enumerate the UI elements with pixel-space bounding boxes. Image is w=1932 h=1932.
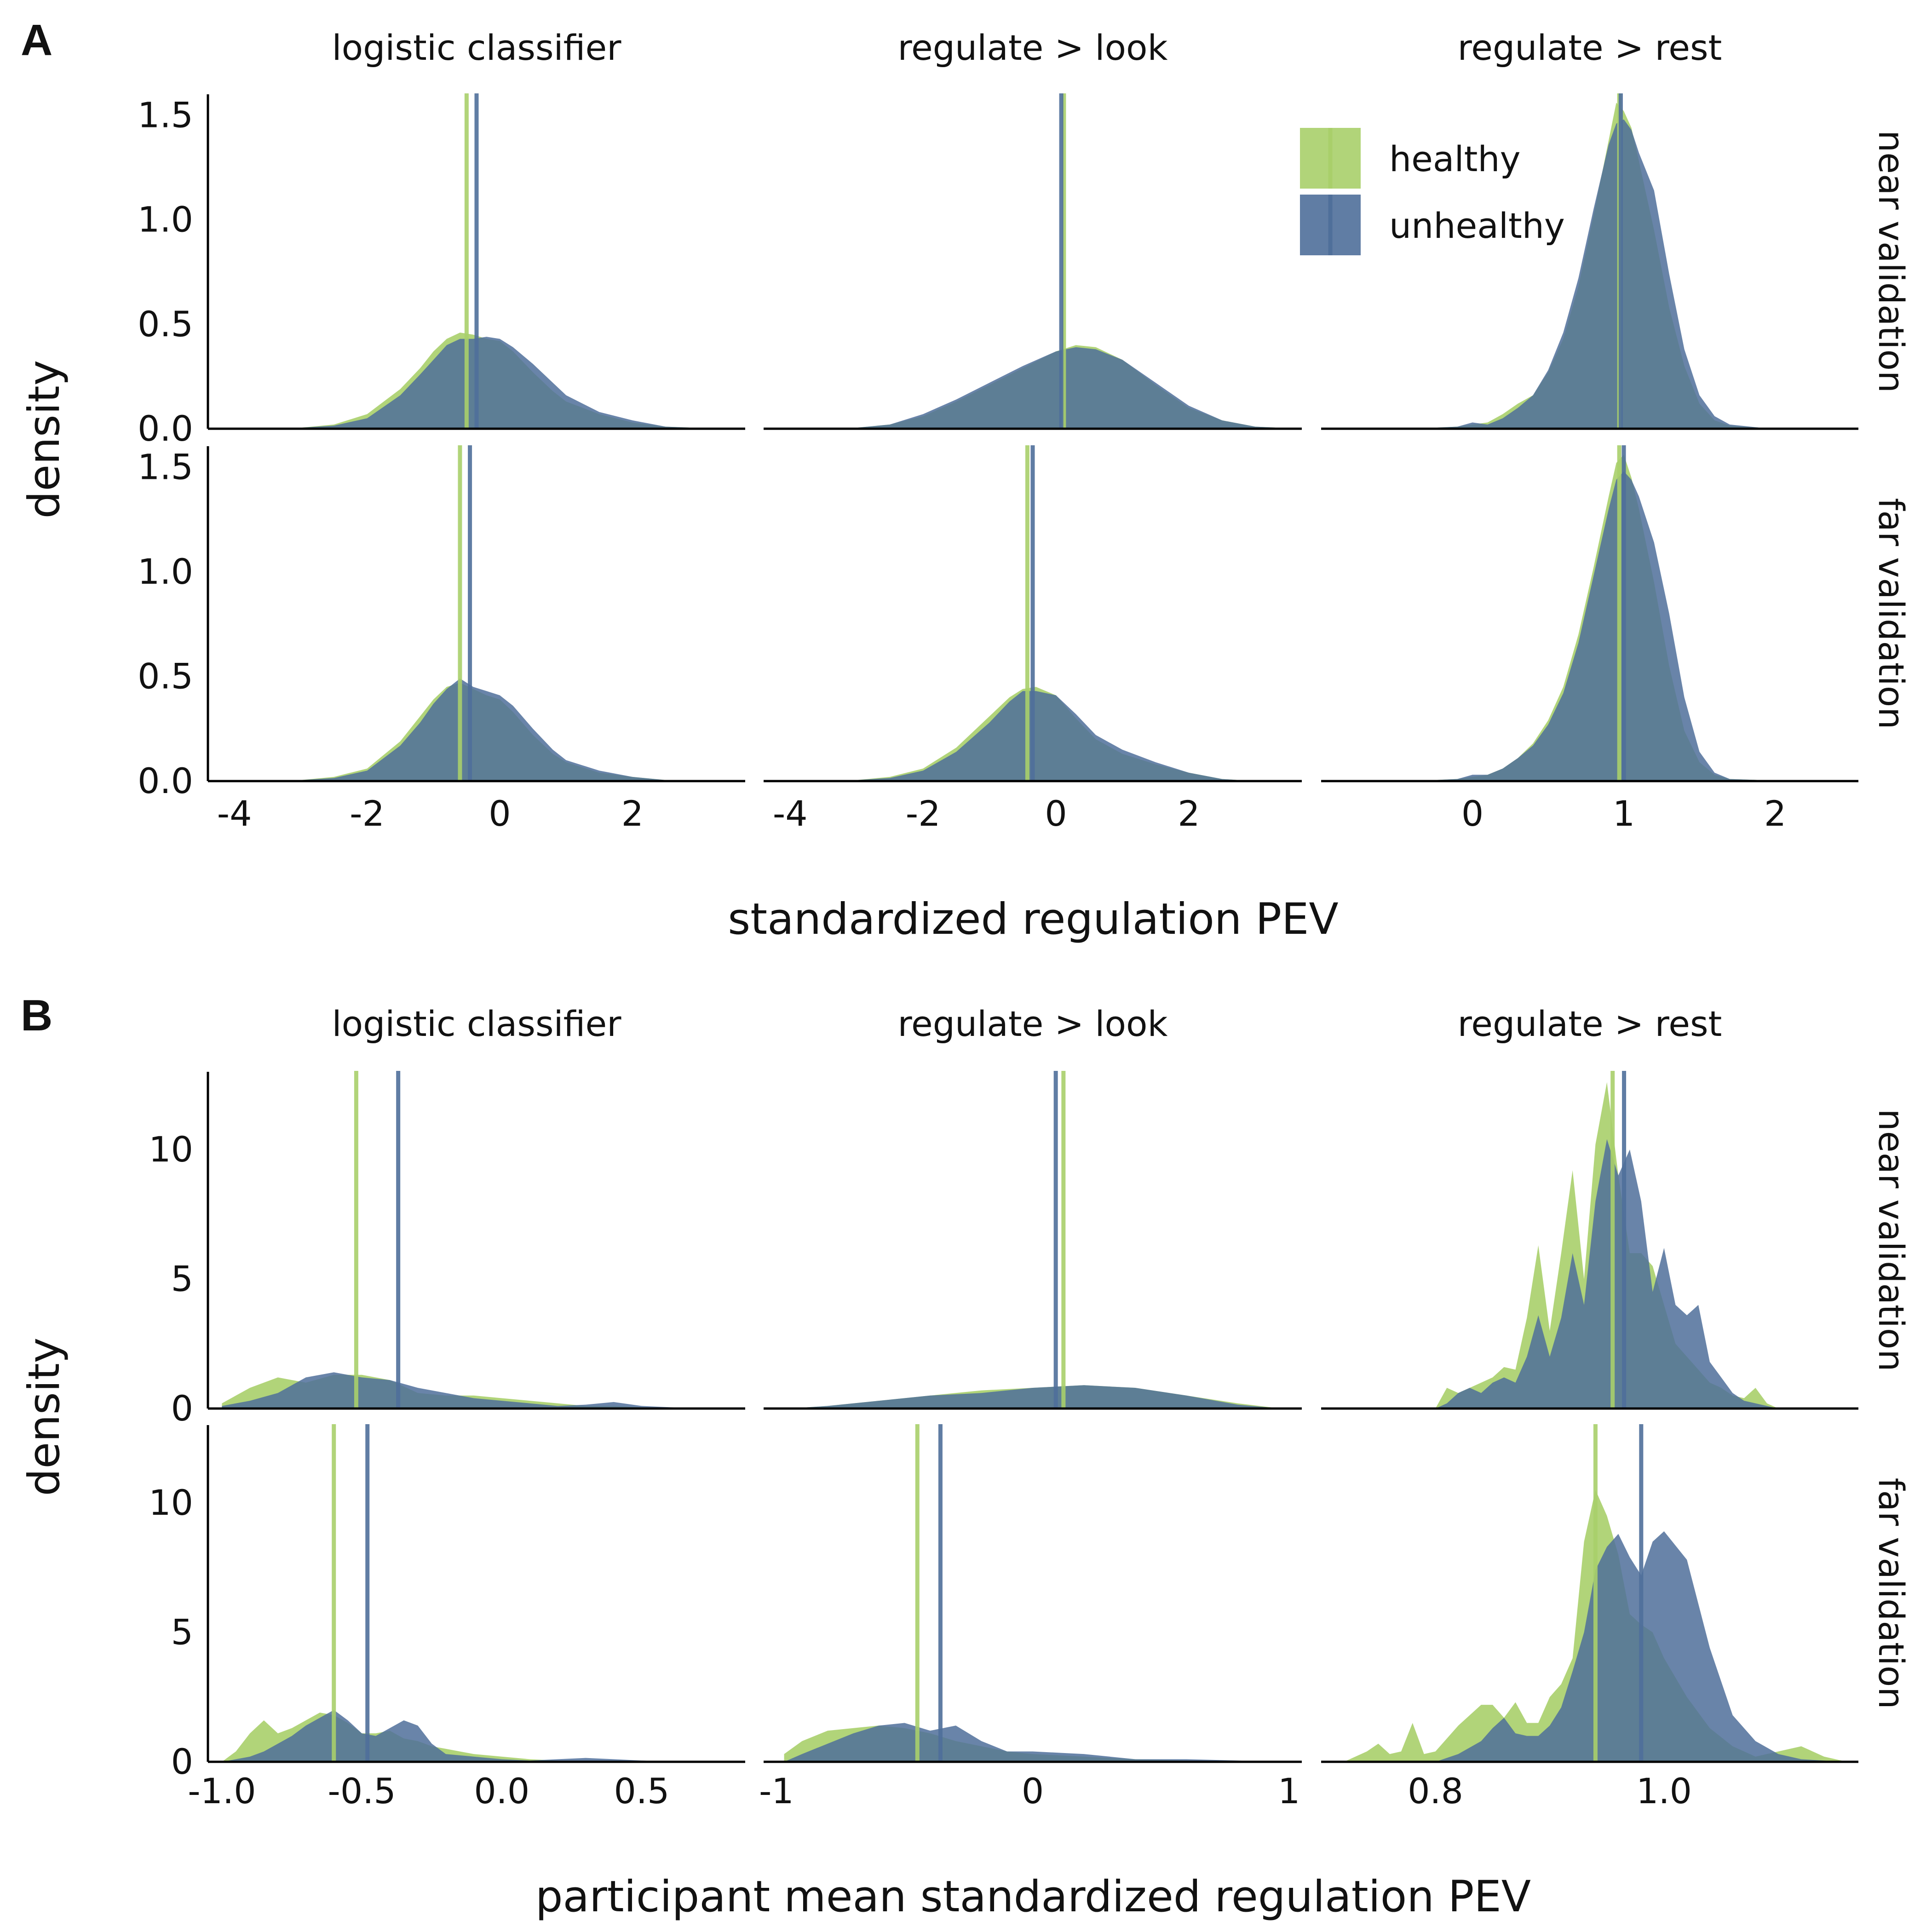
- x-tick-label: 1: [1278, 1771, 1300, 1811]
- y-tick-label: 5: [171, 1258, 193, 1299]
- facet-0-1: [764, 93, 1302, 430]
- y-tick-label: 0.5: [138, 656, 193, 697]
- column-label: logistic classifier: [332, 27, 621, 68]
- column-label: regulate > look: [897, 1003, 1167, 1044]
- column-label: regulate > rest: [1458, 27, 1722, 68]
- facet-0-2: [1321, 1071, 1858, 1410]
- legend-item-healthy: healthy: [1300, 128, 1521, 189]
- y-axis-title: density: [19, 1338, 69, 1496]
- x-tick-label: 1: [1613, 793, 1635, 834]
- facet-0-2: [1321, 93, 1858, 430]
- x-tick-label: 0: [1045, 793, 1067, 834]
- facet-1-0: [207, 445, 745, 782]
- facet-1-2: [1321, 445, 1858, 782]
- y-axis-title: density: [19, 360, 69, 519]
- x-axis-title: participant mean standardized regulation…: [535, 1872, 1531, 1922]
- x-tick-label: 0: [489, 793, 511, 834]
- unhealthy-density: [222, 1372, 731, 1409]
- x-tick-label: 0: [1022, 1771, 1044, 1811]
- y-tick-label: 10: [149, 1129, 193, 1170]
- unhealthy-density: [816, 691, 1255, 781]
- unhealthy-density: [784, 1723, 1282, 1762]
- facet-1-1: [764, 1424, 1302, 1763]
- legend: healthy unhealthy: [1300, 128, 1565, 255]
- column-label: regulate > rest: [1458, 1003, 1722, 1044]
- row-label: far validation: [1871, 1478, 1912, 1709]
- y-tick-label: 1.0: [138, 551, 193, 592]
- x-tick-label: -1.0: [188, 1771, 256, 1811]
- x-axis-title: standardized regulation PEV: [728, 894, 1338, 944]
- x-tick-label: 2: [621, 793, 644, 834]
- x-tick-label: -2: [906, 793, 941, 834]
- x-tick-label: -2: [350, 793, 385, 834]
- x-tick-label: 0.0: [474, 1771, 529, 1811]
- unhealthy-density: [789, 1385, 1282, 1409]
- unhealthy-density: [222, 1710, 731, 1762]
- facet-0-1: [764, 1071, 1302, 1410]
- row-label: far validation: [1871, 498, 1912, 730]
- x-tick-label: -1: [759, 1771, 794, 1811]
- y-tick-label: 0.5: [138, 304, 193, 345]
- legend-item-unhealthy: unhealthy: [1300, 195, 1565, 255]
- facet-1-0: [207, 1424, 745, 1763]
- facet-1-1: [764, 445, 1302, 782]
- unhealthy-density: [1412, 119, 1806, 429]
- y-tick-label: 1.0: [138, 199, 193, 240]
- x-tick-label: 0.5: [614, 1771, 669, 1811]
- y-tick-label: 1.5: [138, 94, 193, 135]
- legend-label: unhealthy: [1389, 205, 1565, 246]
- panel-letter: B: [21, 991, 52, 1040]
- row-label: near validation: [1871, 1109, 1912, 1371]
- y-tick-label: 0: [171, 1388, 193, 1429]
- row-label: near validation: [1871, 130, 1912, 393]
- y-tick-label: 0.0: [138, 408, 193, 449]
- facet-0-0: [207, 1071, 745, 1410]
- y-tick-label: 0.0: [138, 760, 193, 801]
- y-tick-label: 1.5: [138, 447, 193, 488]
- unhealthy-density: [1435, 1139, 1779, 1409]
- y-tick-label: 0: [171, 1741, 193, 1782]
- unhealthy-density: [1412, 471, 1806, 781]
- column-label: logistic classifier: [332, 1003, 621, 1044]
- facet-1-2: [1321, 1424, 1858, 1763]
- x-tick-label: -0.5: [328, 1771, 396, 1811]
- x-tick-label: -4: [773, 793, 808, 834]
- column-label: regulate > look: [897, 27, 1167, 68]
- x-tick-label: 2: [1764, 793, 1786, 834]
- unhealthy-density: [234, 678, 719, 781]
- panel-letter: A: [21, 16, 52, 65]
- x-tick-label: 2: [1178, 793, 1200, 834]
- legend-label: healthy: [1389, 138, 1521, 179]
- x-tick-label: 1.0: [1636, 1771, 1692, 1811]
- x-tick-label: 0.8: [1408, 1771, 1463, 1811]
- y-tick-label: 10: [149, 1482, 193, 1523]
- facet-0-0: [207, 93, 745, 430]
- x-tick-label: -4: [217, 793, 252, 834]
- y-tick-label: 5: [171, 1611, 193, 1652]
- x-tick-label: 0: [1461, 793, 1484, 834]
